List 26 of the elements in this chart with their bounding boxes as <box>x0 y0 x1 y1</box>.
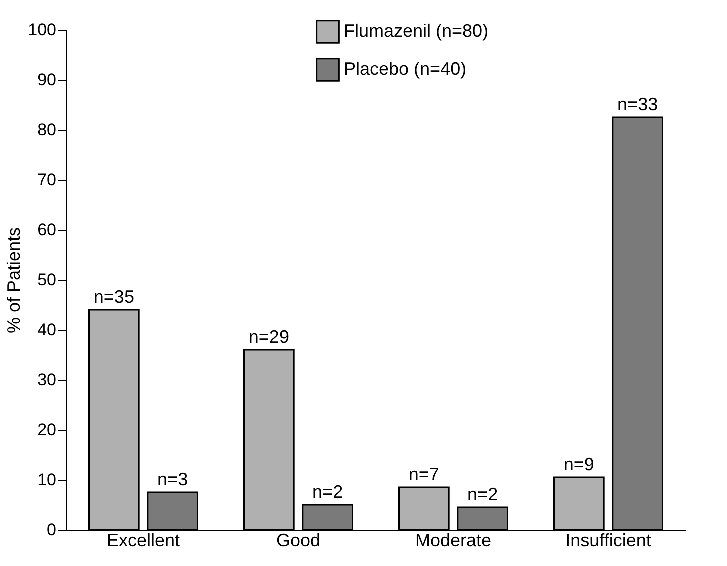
x-tick-label: Insufficient <box>566 530 652 550</box>
x-tick-label: Moderate <box>415 530 492 550</box>
annotation: n=29 <box>248 327 290 347</box>
y-tick-label: 40 <box>38 320 56 340</box>
y-axis-title: % of Patients <box>4 227 24 334</box>
y-tick-label: 80 <box>38 120 56 140</box>
legend-label: Flumazenil (n=80) <box>344 21 489 41</box>
y-tick-label: 50 <box>38 270 56 290</box>
annotation: n=35 <box>94 287 134 307</box>
legend-label: Placebo (n=40) <box>344 59 467 79</box>
y-tick-label: 90 <box>38 70 56 90</box>
y-tick-label: 70 <box>38 170 56 190</box>
y-tick-label: 10 <box>38 470 56 490</box>
y-tick-label: 0 <box>47 520 56 540</box>
annotation: n=3 <box>158 470 188 490</box>
y-tick-label: 100 <box>28 20 56 40</box>
annotation: n=2 <box>468 484 498 504</box>
annotation: n=2 <box>312 482 344 502</box>
x-tick-label: Excellent <box>106 530 180 550</box>
annotation: n=33 <box>618 94 658 114</box>
x-tick-label: Good <box>276 530 321 550</box>
y-tick-label: 20 <box>38 420 56 440</box>
y-tick-label: 30 <box>38 370 56 390</box>
y-tick-label: 60 <box>38 220 56 240</box>
annotation: n=7 <box>408 464 440 484</box>
annotation: n=9 <box>564 454 594 474</box>
